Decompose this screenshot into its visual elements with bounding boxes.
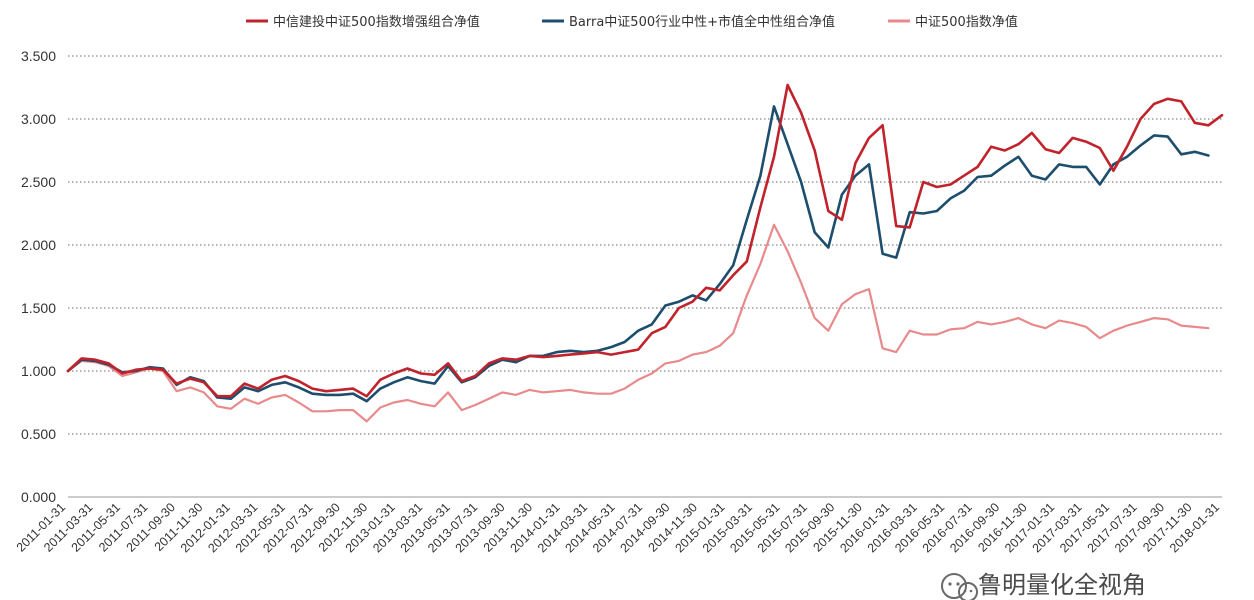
watermark: 鲁明量化全视角 — [941, 571, 1146, 600]
series-line-2 — [66, 105, 1210, 403]
legend-label-1: 中信建投中证500指数增强组合净值 — [273, 14, 480, 30]
y-tick-label: 2.500 — [21, 174, 56, 190]
series-line-3 — [66, 223, 1210, 423]
y-tick-label: 3.000 — [21, 111, 56, 127]
series-lines — [66, 83, 1224, 423]
y-tick-label: 0.500 — [21, 426, 56, 442]
legend-label-3: 中证500指数净值 — [915, 14, 1018, 30]
y-tick-label: 1.500 — [21, 300, 56, 316]
x-axis: 2011-01-312011-03-312011-05-312011-07-31… — [14, 500, 1222, 555]
watermark-text: 鲁明量化全视角 — [978, 571, 1146, 599]
y-axis: 0.000 0.500 1.000 1.500 2.000 2.500 3.000 3.500 — [21, 48, 56, 505]
y-tick-label: 1.000 — [21, 363, 56, 379]
y-tick-label: 2.000 — [21, 237, 56, 253]
legend: 中信建投中证500指数增强组合净值 Barra中证500行业中性+市值全中性组合净… — [246, 14, 1018, 30]
y-tick-label: 3.500 — [21, 48, 56, 64]
series-line-1 — [66, 83, 1224, 398]
legend-label-2: Barra中证500行业中性+市值全中性组合净值 — [569, 14, 835, 30]
y-gridlines — [68, 55, 1222, 498]
wechat-icon — [941, 573, 978, 600]
y-tick-label: 0.000 — [21, 489, 56, 505]
